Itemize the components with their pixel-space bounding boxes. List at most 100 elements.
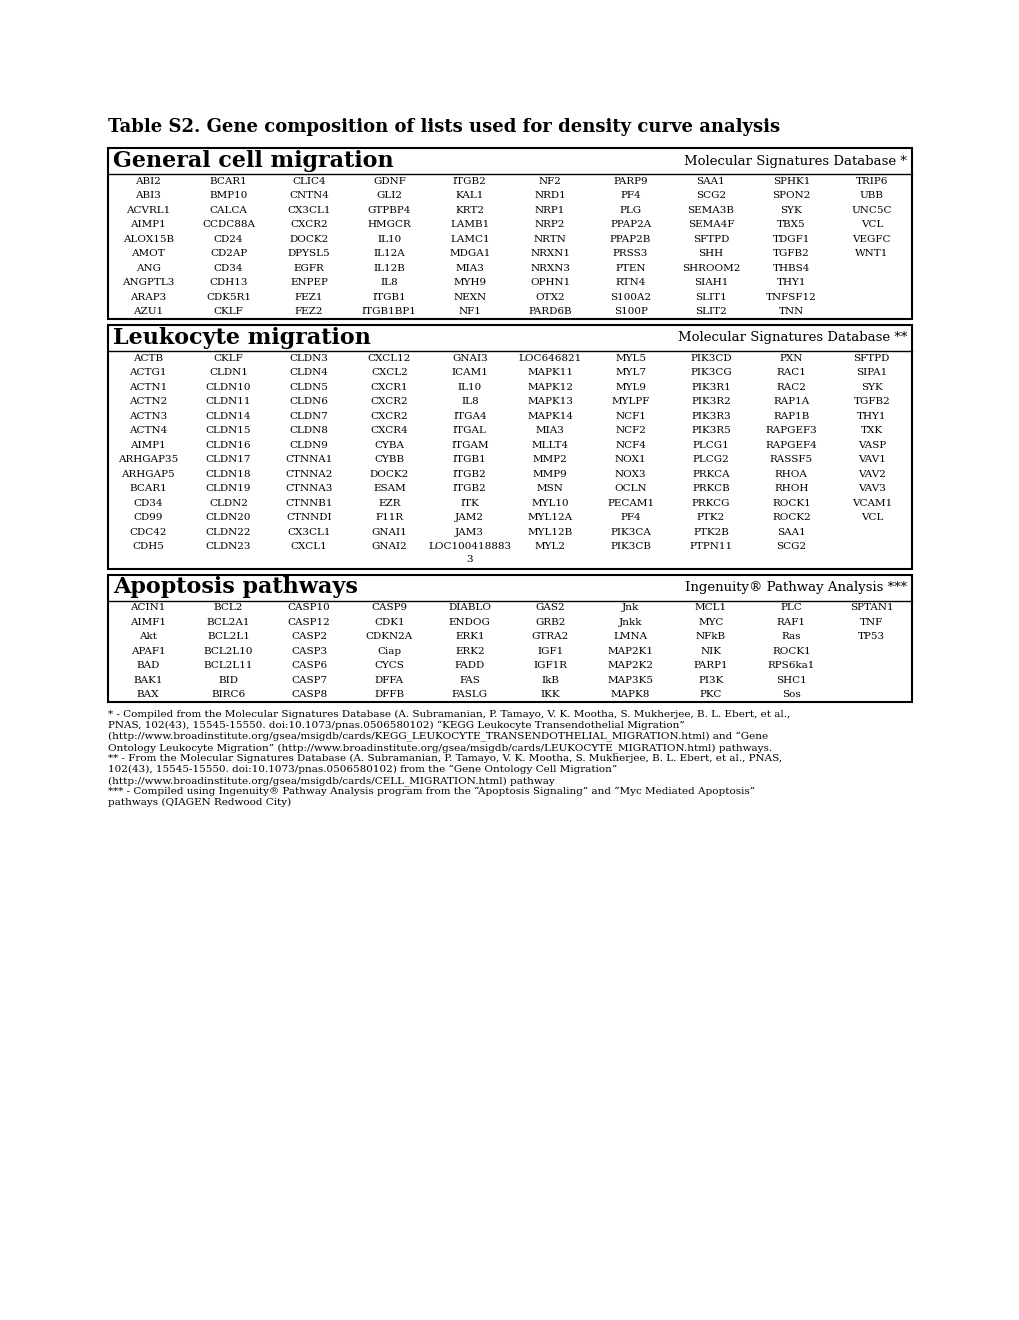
Text: ERK1: ERK1 [454, 632, 484, 642]
Text: GRB2: GRB2 [535, 618, 565, 627]
Text: Jnkk: Jnkk [619, 618, 642, 627]
Text: SHC1: SHC1 [775, 676, 806, 685]
Text: SPHK1: SPHK1 [772, 177, 809, 186]
Text: ARAP3: ARAP3 [130, 293, 166, 302]
Text: ITGB1BP1: ITGB1BP1 [362, 308, 417, 317]
Text: Ras: Ras [781, 632, 800, 642]
Text: PRKCB: PRKCB [692, 484, 730, 494]
Text: IL12B: IL12B [373, 264, 405, 273]
Text: MAPK8: MAPK8 [610, 690, 650, 700]
Text: CYCS: CYCS [374, 661, 404, 671]
Text: IL12A: IL12A [373, 249, 405, 259]
Text: PTEN: PTEN [614, 264, 645, 273]
Text: NCF1: NCF1 [614, 412, 645, 421]
Text: SCG2: SCG2 [695, 191, 726, 201]
Text: Leukocyte migration: Leukocyte migration [113, 327, 371, 348]
Text: *** - Compiled using Ingenuity® Pathway Analysis program from the “Apoptosis Sig: *** - Compiled using Ingenuity® Pathway … [108, 787, 754, 796]
Text: JAM2: JAM2 [454, 513, 484, 523]
Text: CLDN8: CLDN8 [289, 426, 328, 436]
Text: THBS4: THBS4 [772, 264, 809, 273]
Text: MYL2: MYL2 [534, 543, 566, 552]
Text: CYBB: CYBB [374, 455, 405, 465]
Text: MYL5: MYL5 [614, 354, 645, 363]
Text: TGFB2: TGFB2 [772, 249, 809, 259]
Text: SIAH1: SIAH1 [693, 279, 728, 288]
Text: TXK: TXK [860, 426, 882, 436]
Text: CASP2: CASP2 [290, 632, 327, 642]
Text: DOCK2: DOCK2 [370, 470, 409, 479]
Text: TNN: TNN [779, 308, 803, 317]
Text: GTPBP4: GTPBP4 [368, 206, 411, 215]
Text: CX3CL1: CX3CL1 [287, 206, 330, 215]
Text: BAX: BAX [137, 690, 159, 700]
Text: ROCK1: ROCK1 [771, 499, 810, 508]
Text: BCL2: BCL2 [214, 603, 244, 612]
Text: MIA3: MIA3 [454, 264, 484, 273]
Text: PTPN11: PTPN11 [689, 543, 732, 552]
Text: Table S2. Gene composition of lists used for density curve analysis: Table S2. Gene composition of lists used… [108, 117, 780, 136]
Text: NRXN1: NRXN1 [530, 249, 570, 259]
Text: CLDN14: CLDN14 [206, 412, 251, 421]
Text: CDK1: CDK1 [374, 618, 405, 627]
Text: PLC: PLC [780, 603, 802, 612]
Text: PARD6B: PARD6B [528, 308, 572, 317]
Text: ACVRL1: ACVRL1 [126, 206, 170, 215]
Text: LOC100418883: LOC100418883 [428, 543, 511, 552]
Text: RAC2: RAC2 [775, 383, 806, 392]
Text: AIMF1: AIMF1 [130, 618, 166, 627]
Text: SAA1: SAA1 [776, 528, 805, 537]
Text: NRTN: NRTN [533, 235, 567, 244]
Text: TNF: TNF [859, 618, 882, 627]
Text: MYH9: MYH9 [452, 279, 486, 288]
Text: AIMP1: AIMP1 [130, 220, 166, 230]
Text: pathways (QIAGEN Redwood City): pathways (QIAGEN Redwood City) [108, 799, 291, 807]
Text: FEZ2: FEZ2 [294, 308, 323, 317]
Text: CLDN23: CLDN23 [206, 543, 251, 552]
Text: CLDN15: CLDN15 [206, 426, 251, 436]
Text: CCDC88A: CCDC88A [202, 220, 255, 230]
Text: CDC42: CDC42 [129, 528, 167, 537]
Bar [108, 574, 911, 702]
Text: ACTN2: ACTN2 [129, 397, 167, 407]
Text: IL8: IL8 [380, 279, 397, 288]
Text: AZU1: AZU1 [133, 308, 163, 317]
Text: BCAR1: BCAR1 [129, 484, 167, 494]
Text: PIK3CB: PIK3CB [609, 543, 650, 552]
Text: BAK1: BAK1 [133, 676, 163, 685]
Text: ITGA4: ITGA4 [452, 412, 486, 421]
Text: PIK3CA: PIK3CA [609, 528, 650, 537]
Text: ABI2: ABI2 [136, 177, 161, 186]
Text: CNTN4: CNTN4 [288, 191, 328, 201]
Text: PKC: PKC [699, 690, 721, 700]
Text: CLDN7: CLDN7 [289, 412, 328, 421]
Text: ** - From the Molecular Signatures Database (A. Subramanian, P. Tamayo, V. K. Mo: ** - From the Molecular Signatures Datab… [108, 754, 782, 763]
Text: CD24: CD24 [214, 235, 244, 244]
Text: ANG: ANG [136, 264, 161, 273]
Text: CXCR2: CXCR2 [370, 412, 408, 421]
Text: ALOX15B: ALOX15B [122, 235, 173, 244]
Text: CLDN6: CLDN6 [289, 397, 328, 407]
Text: FEZ1: FEZ1 [294, 293, 323, 302]
Bar [108, 148, 911, 319]
Text: PRKCG: PRKCG [691, 499, 730, 508]
Text: MAPK11: MAPK11 [527, 368, 573, 378]
Text: ICAM1: ICAM1 [451, 368, 488, 378]
Text: BID: BID [218, 676, 238, 685]
Text: SYK: SYK [780, 206, 802, 215]
Text: HMGCR: HMGCR [367, 220, 411, 230]
Text: IL8: IL8 [461, 397, 478, 407]
Text: SAA1: SAA1 [696, 177, 725, 186]
Text: ARHGAP5: ARHGAP5 [121, 470, 175, 479]
Text: SLIT2: SLIT2 [694, 308, 727, 317]
Text: FAS: FAS [459, 676, 480, 685]
Text: CDH13: CDH13 [209, 279, 248, 288]
Text: EGFR: EGFR [293, 264, 324, 273]
Text: CXCR2: CXCR2 [289, 220, 327, 230]
Text: PLG: PLG [619, 206, 641, 215]
Text: CKLF: CKLF [214, 308, 244, 317]
Text: Akt: Akt [139, 632, 157, 642]
Text: KRT2: KRT2 [454, 206, 484, 215]
Text: DIABLO: DIABLO [448, 603, 491, 612]
Text: CLIC4: CLIC4 [291, 177, 325, 186]
Text: TNFSF12: TNFSF12 [765, 293, 816, 302]
